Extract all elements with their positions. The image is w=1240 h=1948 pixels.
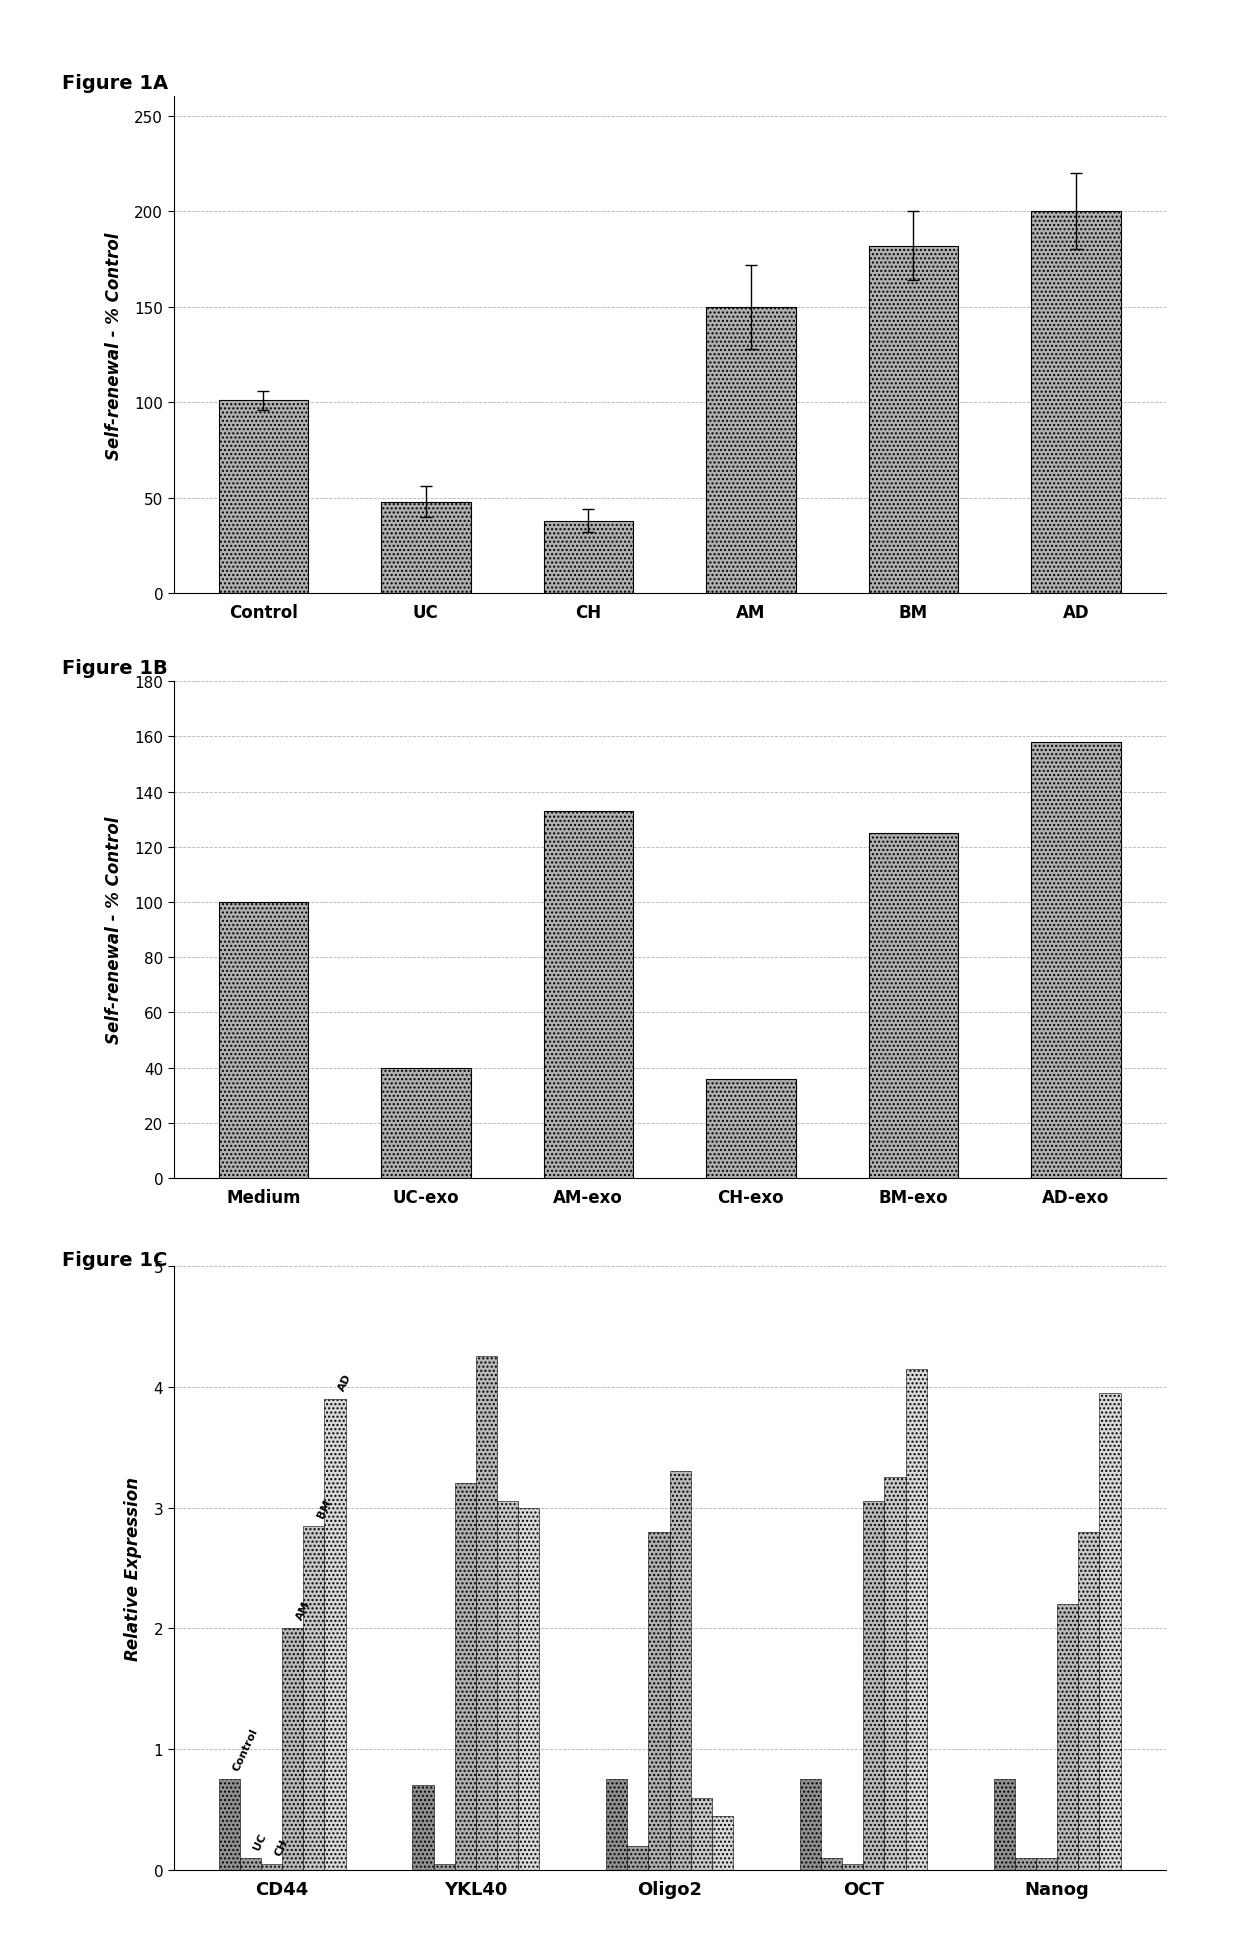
Bar bbox=[993, 1780, 1014, 1870]
Bar bbox=[627, 1847, 649, 1870]
Bar bbox=[381, 503, 470, 594]
Text: Figure 1B: Figure 1B bbox=[62, 658, 167, 678]
Y-axis label: Self-renewal - % Control: Self-renewal - % Control bbox=[105, 816, 123, 1044]
Bar bbox=[543, 812, 634, 1179]
Text: Control: Control bbox=[231, 1726, 259, 1773]
Bar bbox=[218, 401, 308, 594]
Bar bbox=[1100, 1393, 1121, 1870]
Bar bbox=[381, 1068, 470, 1179]
Text: UC: UC bbox=[252, 1831, 268, 1851]
Bar bbox=[869, 247, 959, 594]
Y-axis label: Relative Expression: Relative Expression bbox=[124, 1477, 143, 1660]
Bar bbox=[543, 522, 634, 594]
Bar bbox=[283, 1629, 304, 1870]
Bar bbox=[1032, 212, 1121, 594]
Bar bbox=[1035, 1858, 1058, 1870]
Bar bbox=[325, 1399, 346, 1870]
Text: AD: AD bbox=[337, 1371, 353, 1391]
Bar bbox=[1079, 1531, 1100, 1870]
Bar bbox=[706, 308, 796, 594]
Text: BM: BM bbox=[315, 1496, 332, 1519]
Bar bbox=[884, 1479, 905, 1870]
Bar bbox=[869, 834, 959, 1179]
Bar bbox=[218, 1780, 239, 1870]
Bar bbox=[518, 1508, 539, 1870]
Y-axis label: Self-renewal - % Control: Self-renewal - % Control bbox=[105, 232, 123, 460]
Bar bbox=[863, 1502, 884, 1870]
Text: Figure 1C: Figure 1C bbox=[62, 1251, 167, 1270]
Bar bbox=[239, 1858, 260, 1870]
Bar bbox=[691, 1798, 712, 1870]
Bar bbox=[1014, 1858, 1035, 1870]
Bar bbox=[455, 1484, 476, 1870]
Bar bbox=[712, 1816, 733, 1870]
Bar bbox=[218, 902, 308, 1179]
Bar bbox=[800, 1780, 821, 1870]
Text: CH: CH bbox=[273, 1837, 290, 1856]
Text: Figure 1A: Figure 1A bbox=[62, 74, 169, 94]
Bar bbox=[497, 1502, 518, 1870]
Bar bbox=[304, 1525, 325, 1870]
Bar bbox=[476, 1358, 497, 1870]
Bar bbox=[1032, 742, 1121, 1179]
Bar bbox=[670, 1471, 691, 1870]
Bar bbox=[905, 1369, 926, 1870]
Bar bbox=[434, 1864, 455, 1870]
Bar bbox=[821, 1858, 842, 1870]
Bar bbox=[260, 1864, 283, 1870]
Bar bbox=[413, 1786, 434, 1870]
Bar bbox=[1056, 1605, 1079, 1870]
Text: AM: AM bbox=[294, 1599, 311, 1621]
Bar bbox=[706, 1079, 796, 1179]
Bar bbox=[842, 1864, 863, 1870]
Bar bbox=[649, 1531, 670, 1870]
Bar bbox=[606, 1780, 627, 1870]
